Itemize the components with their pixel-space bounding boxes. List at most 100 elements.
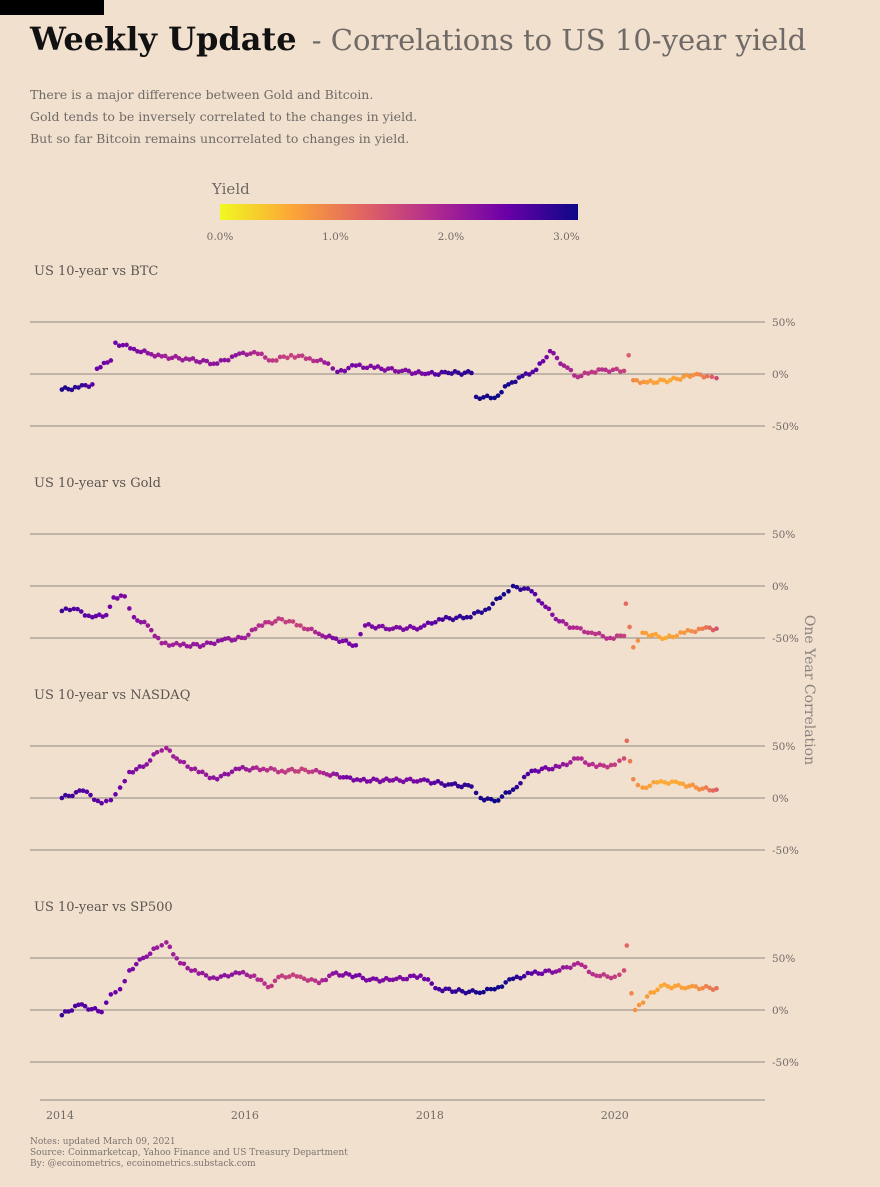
data-point — [296, 769, 301, 774]
data-point — [368, 363, 373, 369]
data-point — [621, 368, 627, 374]
data-point — [59, 1012, 65, 1018]
data-point — [159, 942, 165, 948]
notes: Notes: updated March 09, 2021 Source: Co… — [30, 1137, 348, 1170]
data-point — [113, 792, 118, 797]
data-point — [107, 604, 113, 610]
data-point — [275, 769, 281, 775]
data-point — [343, 638, 349, 643]
data-point — [233, 766, 238, 772]
data-point — [640, 1000, 646, 1005]
data-point — [709, 374, 715, 380]
data-point — [521, 586, 527, 591]
data-point — [446, 986, 452, 992]
data-point — [443, 986, 449, 992]
data-point — [592, 370, 598, 375]
data-point — [553, 763, 559, 769]
data-point — [327, 633, 332, 639]
data-point — [629, 991, 634, 996]
data-point — [432, 372, 438, 377]
data-point — [86, 613, 91, 619]
data-point — [539, 971, 545, 977]
data-point — [597, 762, 603, 768]
data-point — [268, 765, 274, 771]
data-point — [69, 387, 75, 393]
data-point — [396, 369, 401, 374]
data-point — [630, 377, 636, 383]
data-point — [249, 627, 255, 633]
data-point — [700, 626, 705, 631]
data-point — [170, 754, 176, 759]
y-tick-label: 50% — [772, 741, 795, 753]
description: There is a major difference between Gold… — [30, 84, 417, 150]
data-point — [72, 384, 78, 390]
data-point — [306, 769, 312, 775]
data-point — [163, 640, 168, 646]
data-point — [149, 351, 154, 357]
data-point — [530, 369, 536, 375]
data-point — [390, 778, 396, 783]
legend-colorbar — [220, 204, 578, 220]
data-point — [83, 382, 88, 388]
data-point — [255, 351, 261, 357]
data-point — [550, 766, 555, 772]
data-point — [108, 358, 114, 363]
data-point — [547, 348, 553, 354]
data-point — [707, 985, 712, 991]
data-point — [94, 366, 100, 372]
data-point — [710, 788, 716, 793]
data-point — [581, 629, 587, 635]
data-point — [575, 374, 581, 380]
data-point — [429, 981, 435, 986]
data-point — [142, 348, 147, 353]
y-tick-label: -50% — [772, 1057, 799, 1069]
data-point — [565, 365, 570, 370]
data-point — [262, 355, 268, 360]
data-point — [478, 795, 484, 801]
data-point — [90, 614, 95, 620]
data-point — [144, 954, 149, 959]
data-point — [270, 358, 275, 363]
data-point — [603, 367, 608, 373]
data-point — [251, 973, 257, 978]
data-point — [544, 354, 549, 360]
data-point — [225, 357, 231, 363]
data-point — [536, 598, 541, 603]
data-point — [486, 606, 492, 611]
data-point — [435, 778, 441, 784]
data-point — [170, 952, 176, 957]
data-point — [113, 340, 118, 346]
data-point — [630, 645, 636, 650]
data-point — [618, 369, 623, 374]
data-point — [118, 593, 124, 598]
data-point — [416, 369, 421, 374]
data-point — [627, 758, 633, 764]
data-point — [133, 961, 139, 967]
data-point — [145, 623, 151, 628]
data-point — [185, 764, 190, 769]
data-point — [470, 988, 475, 993]
data-point — [346, 641, 352, 647]
data-point — [69, 1008, 75, 1013]
data-point — [379, 366, 384, 372]
data-point — [589, 630, 594, 636]
data-point — [494, 596, 499, 602]
data-point — [63, 606, 69, 611]
data-point — [546, 606, 552, 612]
data-point — [257, 767, 263, 773]
data-point — [614, 633, 620, 638]
data-point — [546, 766, 552, 772]
data-point — [263, 620, 268, 625]
data-point — [692, 629, 698, 635]
data-point — [553, 616, 559, 622]
data-point — [159, 354, 165, 359]
data-point — [624, 943, 630, 948]
y-tick-label: 0% — [772, 1005, 789, 1017]
data-point — [237, 351, 242, 356]
data-point — [404, 777, 410, 782]
x-tick-label: 2014 — [46, 1109, 74, 1122]
data-point — [557, 764, 562, 770]
data-point — [298, 974, 303, 980]
data-point — [596, 367, 601, 372]
legend-title: Yield — [211, 180, 250, 198]
